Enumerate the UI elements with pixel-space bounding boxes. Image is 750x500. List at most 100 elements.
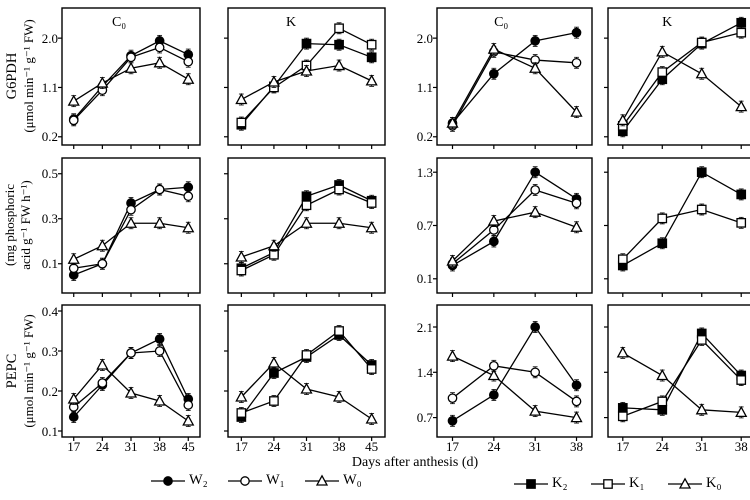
open-triangle-marker (570, 105, 583, 117)
legend-item-filled-circle: W₂ (150, 472, 208, 489)
legend-label: W₂ (189, 472, 208, 488)
open-triangle-marker (487, 214, 500, 226)
x-tick-label: 17 (234, 439, 248, 454)
panel-atpase-k-potassium (224, 157, 386, 297)
panel-atpase-c0-water (58, 157, 201, 297)
open-square-marker (301, 350, 312, 360)
filled-circle-marker (183, 182, 194, 193)
open-circle-marker (488, 360, 499, 371)
series-W₂ (447, 321, 582, 427)
open-triangle-marker (124, 216, 138, 228)
panel-g6pdh-k-right (604, 7, 750, 149)
open-circle-marker (154, 346, 165, 356)
open-triangle-marker (124, 61, 138, 73)
open-triangle-marker (487, 42, 500, 54)
open-circle-marker (126, 52, 136, 63)
filled-circle-marker (154, 334, 165, 344)
open-square-marker (334, 184, 344, 195)
y-tick-label: 0.1 (416, 271, 433, 287)
series-K₀ (235, 216, 378, 263)
open-square-marker (269, 249, 279, 260)
open-triangle-marker (235, 250, 248, 262)
y-tick-label: 2.0 (416, 30, 433, 46)
filled-circle-marker (488, 390, 499, 400)
open-triangle-marker (182, 221, 195, 233)
filled-square-marker (301, 38, 312, 49)
open-circle-marker (530, 367, 541, 378)
open-square-marker (736, 217, 747, 228)
panel-atpase-c0-right (433, 157, 593, 297)
series-W₁ (68, 41, 194, 127)
series-K₁ (617, 203, 747, 266)
open-triangle-marker (300, 216, 313, 228)
open-square-marker (617, 254, 628, 265)
open-triangle-marker (570, 220, 583, 232)
y-tick-label: 0.7 (416, 218, 433, 233)
open-triangle-marker (96, 239, 109, 251)
panel-title: K (662, 15, 673, 30)
panel-title: K (285, 15, 297, 30)
series-W₀ (67, 56, 195, 108)
y-tick-label: 0.2 (416, 129, 433, 145)
open-square-marker (236, 408, 247, 418)
open-circle-marker (571, 57, 582, 68)
open-triangle-marker (153, 394, 166, 406)
open-triangle-marker (529, 404, 542, 416)
x-tick-label: 31 (528, 439, 542, 454)
open-triangle-marker (446, 254, 459, 266)
y-tick-label: 0.2 (41, 129, 58, 145)
y-tick-label: 0.3 (41, 211, 58, 227)
y-tick-label: 1.1 (41, 79, 58, 95)
open-circle-marker (183, 191, 194, 202)
legend-label: K₂ (552, 475, 568, 491)
x-tick-label: 31 (695, 439, 709, 454)
filled-square-icon (514, 478, 548, 489)
open-triangle-marker (96, 76, 109, 88)
panel-pepc-c0-right (433, 304, 593, 441)
filled-square-marker (526, 478, 536, 489)
y-tick-label: 0.2 (41, 383, 58, 399)
legend-label: K₁ (629, 475, 645, 491)
open-square-marker (334, 23, 344, 34)
filled-circle-marker (163, 475, 173, 486)
panel-pepc-k-potassium (224, 304, 386, 441)
open-triangle-marker (529, 205, 542, 217)
open-triangle-marker (267, 239, 281, 251)
open-triangle-icon (305, 473, 339, 486)
filled-circle-marker (571, 27, 582, 38)
open-triangle-marker (365, 74, 378, 86)
legend-item-open-triangle: W₀ (304, 472, 362, 489)
open-triangle-marker (315, 473, 329, 486)
legend-item-open-triangle: K₀ (667, 475, 722, 492)
x-tick-label: 38 (734, 439, 748, 454)
open-square-marker (696, 37, 707, 48)
open-square-marker (696, 335, 707, 345)
series-K₁ (236, 183, 377, 277)
open-triangle-marker (735, 405, 748, 418)
open-circle-icon (228, 475, 262, 486)
open-circle-marker (154, 42, 165, 53)
panel-g6pdh-k-potassium (224, 7, 386, 149)
x-tick-label: 45 (181, 439, 195, 454)
open-triangle-marker (678, 476, 692, 489)
series-W₀ (446, 205, 583, 267)
filled-circle-marker (571, 380, 582, 391)
filled-square-marker (366, 52, 377, 63)
x-tick-label: 31 (300, 439, 313, 454)
open-circle-marker (240, 475, 250, 486)
x-axis-label: Days after anthesis (d) (351, 455, 479, 470)
open-triangle-marker (695, 67, 708, 79)
open-circle-marker (126, 204, 136, 215)
filled-circle-marker (530, 322, 541, 332)
series-K₀ (235, 356, 378, 425)
open-triangle-marker (267, 356, 281, 368)
filled-circle-icon (151, 475, 185, 486)
open-circle-marker (97, 378, 108, 388)
open-triangle-marker (446, 116, 459, 128)
x-tick-label: 24 (95, 439, 109, 454)
open-triangle-marker (96, 358, 109, 370)
filled-circle-marker (530, 167, 541, 178)
filled-square-marker (657, 238, 668, 249)
open-triangle-marker (332, 216, 346, 228)
x-tick-label: 24 (487, 439, 501, 454)
